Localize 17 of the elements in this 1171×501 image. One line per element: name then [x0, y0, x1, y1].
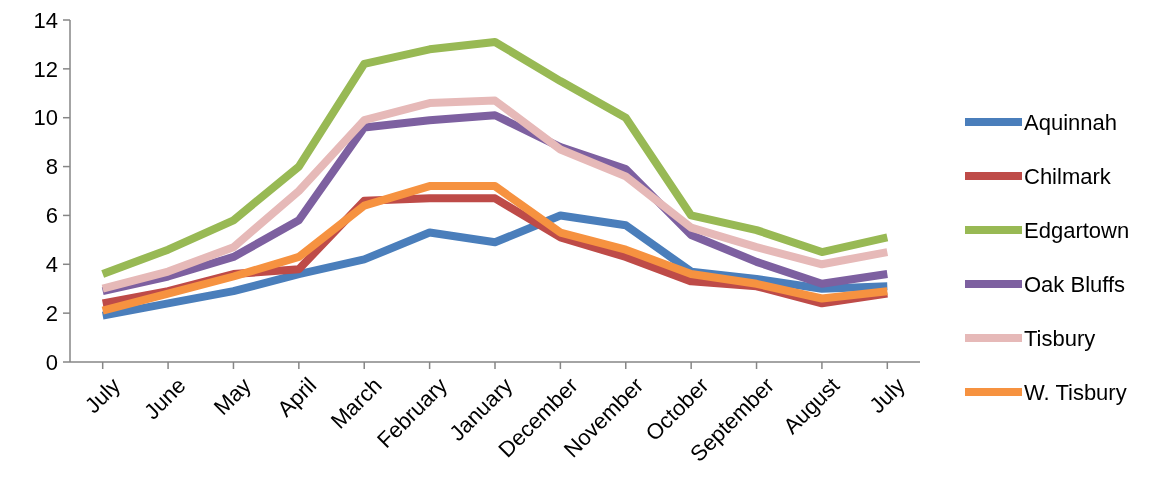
legend-label: Aquinnah: [1024, 109, 1117, 135]
y-tick-label: 12: [33, 56, 58, 82]
y-tick-label: 14: [33, 7, 58, 33]
legend-label: Tisbury: [1024, 325, 1096, 351]
legend-label: W. Tisbury: [1024, 379, 1127, 405]
x-tick-label: July: [79, 372, 126, 419]
x-tick-label: May: [208, 372, 256, 420]
x-tick-label: July: [864, 372, 910, 419]
legend-label: Edgartown: [1024, 217, 1130, 243]
legend-label: Oak Bluffs: [1024, 271, 1126, 297]
y-tick-label: 8: [45, 154, 58, 180]
y-tick-label: 10: [33, 105, 58, 131]
y-tick-label: 6: [45, 203, 58, 229]
y-tick-label: 0: [45, 349, 58, 375]
y-tick-label: 2: [45, 300, 58, 326]
legend-label: Chilmark: [1024, 163, 1112, 189]
y-tick-label: 4: [45, 251, 58, 277]
